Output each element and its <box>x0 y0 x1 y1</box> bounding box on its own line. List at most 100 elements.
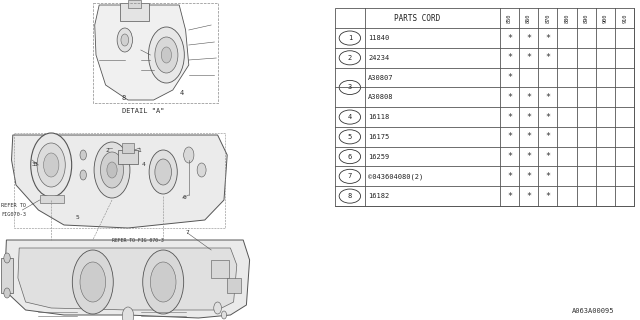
Text: A30808: A30808 <box>368 94 394 100</box>
Text: 2: 2 <box>348 55 352 61</box>
Circle shape <box>80 170 86 180</box>
Text: 7: 7 <box>348 173 352 179</box>
Circle shape <box>80 262 106 302</box>
Text: REFER TO FIG 070-3: REFER TO FIG 070-3 <box>112 238 164 243</box>
Text: 1: 1 <box>138 148 141 153</box>
Text: ©043604080(2): ©043604080(2) <box>368 173 424 180</box>
Text: 910: 910 <box>622 14 627 23</box>
Text: 8: 8 <box>348 193 352 199</box>
Text: *: * <box>545 152 550 161</box>
Text: 4: 4 <box>348 114 352 120</box>
Circle shape <box>44 153 59 177</box>
Text: *: * <box>507 152 512 161</box>
Text: *: * <box>545 93 550 102</box>
Text: DETAIL "A": DETAIL "A" <box>122 108 164 114</box>
Circle shape <box>4 253 10 263</box>
Circle shape <box>161 47 172 63</box>
Text: 870: 870 <box>545 14 550 23</box>
Text: FIG070-3: FIG070-3 <box>1 212 26 217</box>
Text: *: * <box>526 172 531 181</box>
Circle shape <box>4 288 10 298</box>
Text: 7: 7 <box>186 230 189 235</box>
Circle shape <box>31 133 72 197</box>
Text: *: * <box>507 192 512 201</box>
Polygon shape <box>18 248 237 310</box>
Polygon shape <box>5 240 250 318</box>
Circle shape <box>214 302 221 314</box>
Text: *: * <box>526 113 531 122</box>
Text: 5: 5 <box>348 134 352 140</box>
Text: 1: 1 <box>348 35 352 41</box>
Text: *: * <box>507 34 512 43</box>
Text: *: * <box>507 53 512 62</box>
Text: *: * <box>526 93 531 102</box>
Text: A30807: A30807 <box>368 75 394 81</box>
Circle shape <box>148 27 184 83</box>
Circle shape <box>197 163 206 177</box>
Text: 890: 890 <box>584 14 589 23</box>
Bar <box>1 258 13 293</box>
Text: *: * <box>545 192 550 201</box>
Text: 11840: 11840 <box>368 35 390 41</box>
Circle shape <box>221 311 227 319</box>
Bar <box>227 278 241 293</box>
Text: *: * <box>545 172 550 181</box>
Text: *: * <box>526 132 531 141</box>
Text: *: * <box>507 73 512 82</box>
Circle shape <box>121 34 129 46</box>
Text: 16118: 16118 <box>368 114 390 120</box>
Circle shape <box>143 250 184 314</box>
Text: 16182: 16182 <box>368 193 390 199</box>
Text: *: * <box>545 34 550 43</box>
Text: *: * <box>526 192 531 201</box>
Circle shape <box>117 28 132 52</box>
Text: 900: 900 <box>603 14 608 23</box>
Text: 6: 6 <box>348 154 352 160</box>
Text: 860: 860 <box>526 14 531 23</box>
Text: 4: 4 <box>179 90 184 96</box>
Text: *: * <box>545 113 550 122</box>
Text: *: * <box>507 132 512 141</box>
Circle shape <box>100 152 124 188</box>
Text: 5: 5 <box>76 215 79 220</box>
Text: 3: 3 <box>348 84 352 91</box>
Circle shape <box>184 147 194 163</box>
Circle shape <box>155 159 172 185</box>
Text: 16259: 16259 <box>368 154 390 160</box>
Text: 880: 880 <box>564 14 570 23</box>
Text: *: * <box>507 93 512 102</box>
Bar <box>211 260 229 278</box>
Text: *: * <box>545 53 550 62</box>
Circle shape <box>80 150 86 160</box>
Circle shape <box>150 262 176 302</box>
Circle shape <box>149 150 177 194</box>
Text: 4: 4 <box>142 162 146 167</box>
Text: 24234: 24234 <box>368 55 390 61</box>
Text: *: * <box>507 172 512 181</box>
Text: PARTS CORD: PARTS CORD <box>394 14 440 23</box>
Circle shape <box>107 162 117 178</box>
Circle shape <box>122 307 134 320</box>
Bar <box>14 133 225 228</box>
Circle shape <box>37 143 65 187</box>
Bar <box>122 143 134 153</box>
Text: 2: 2 <box>106 148 109 153</box>
Text: 3: 3 <box>33 162 37 167</box>
Text: 3: 3 <box>32 162 36 167</box>
Text: 6: 6 <box>182 195 186 200</box>
Circle shape <box>155 37 178 73</box>
Text: *: * <box>507 113 512 122</box>
Text: A063A00095: A063A00095 <box>572 308 614 314</box>
Polygon shape <box>95 5 189 100</box>
Text: 850: 850 <box>507 14 512 23</box>
Text: *: * <box>526 152 531 161</box>
Text: *: * <box>526 34 531 43</box>
Polygon shape <box>12 135 227 228</box>
Text: *: * <box>526 53 531 62</box>
Text: *: * <box>545 132 550 141</box>
Circle shape <box>94 142 130 198</box>
Text: 8: 8 <box>122 95 126 101</box>
Bar <box>120 3 149 21</box>
Bar <box>93 3 218 103</box>
Bar <box>118 150 138 164</box>
